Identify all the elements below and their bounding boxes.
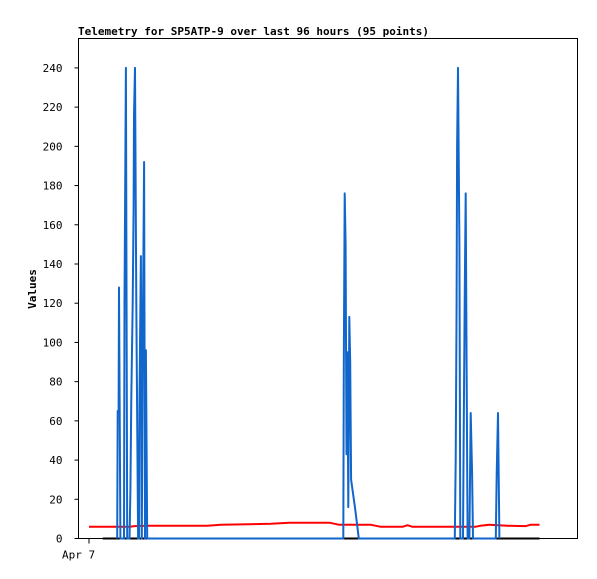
y-tick-label: 200 (43, 140, 63, 153)
y-tick-label: 100 (43, 336, 63, 349)
y-tick-label: 220 (43, 101, 63, 114)
x-axis: Apr 7 (62, 538, 95, 562)
y-tick-label: 0 (56, 533, 63, 546)
plot-frame (78, 38, 578, 539)
y-axis: 0 20 40 60 80 100 120 140 160 180 200 220 240 (43, 62, 79, 546)
y-tick-label: 40 (49, 454, 62, 467)
y-tick-label: 60 (49, 415, 62, 428)
series-line-3 (116, 66, 501, 540)
y-tick-label: 140 (43, 258, 63, 271)
series-layer (89, 66, 540, 540)
x-tick-label: Apr 7 (62, 549, 95, 562)
y-axis-label: Values (26, 269, 39, 309)
y-tick-label: 20 (49, 493, 62, 506)
y-tick-label: 240 (43, 62, 63, 75)
chart-title: Telemetry for SP5ATP-9 over last 96 hour… (78, 25, 429, 38)
y-tick-label: 180 (43, 180, 63, 193)
y-tick-label: 160 (43, 219, 63, 232)
y-tick-label: 120 (43, 297, 63, 310)
y-tick-label: 80 (49, 376, 62, 389)
